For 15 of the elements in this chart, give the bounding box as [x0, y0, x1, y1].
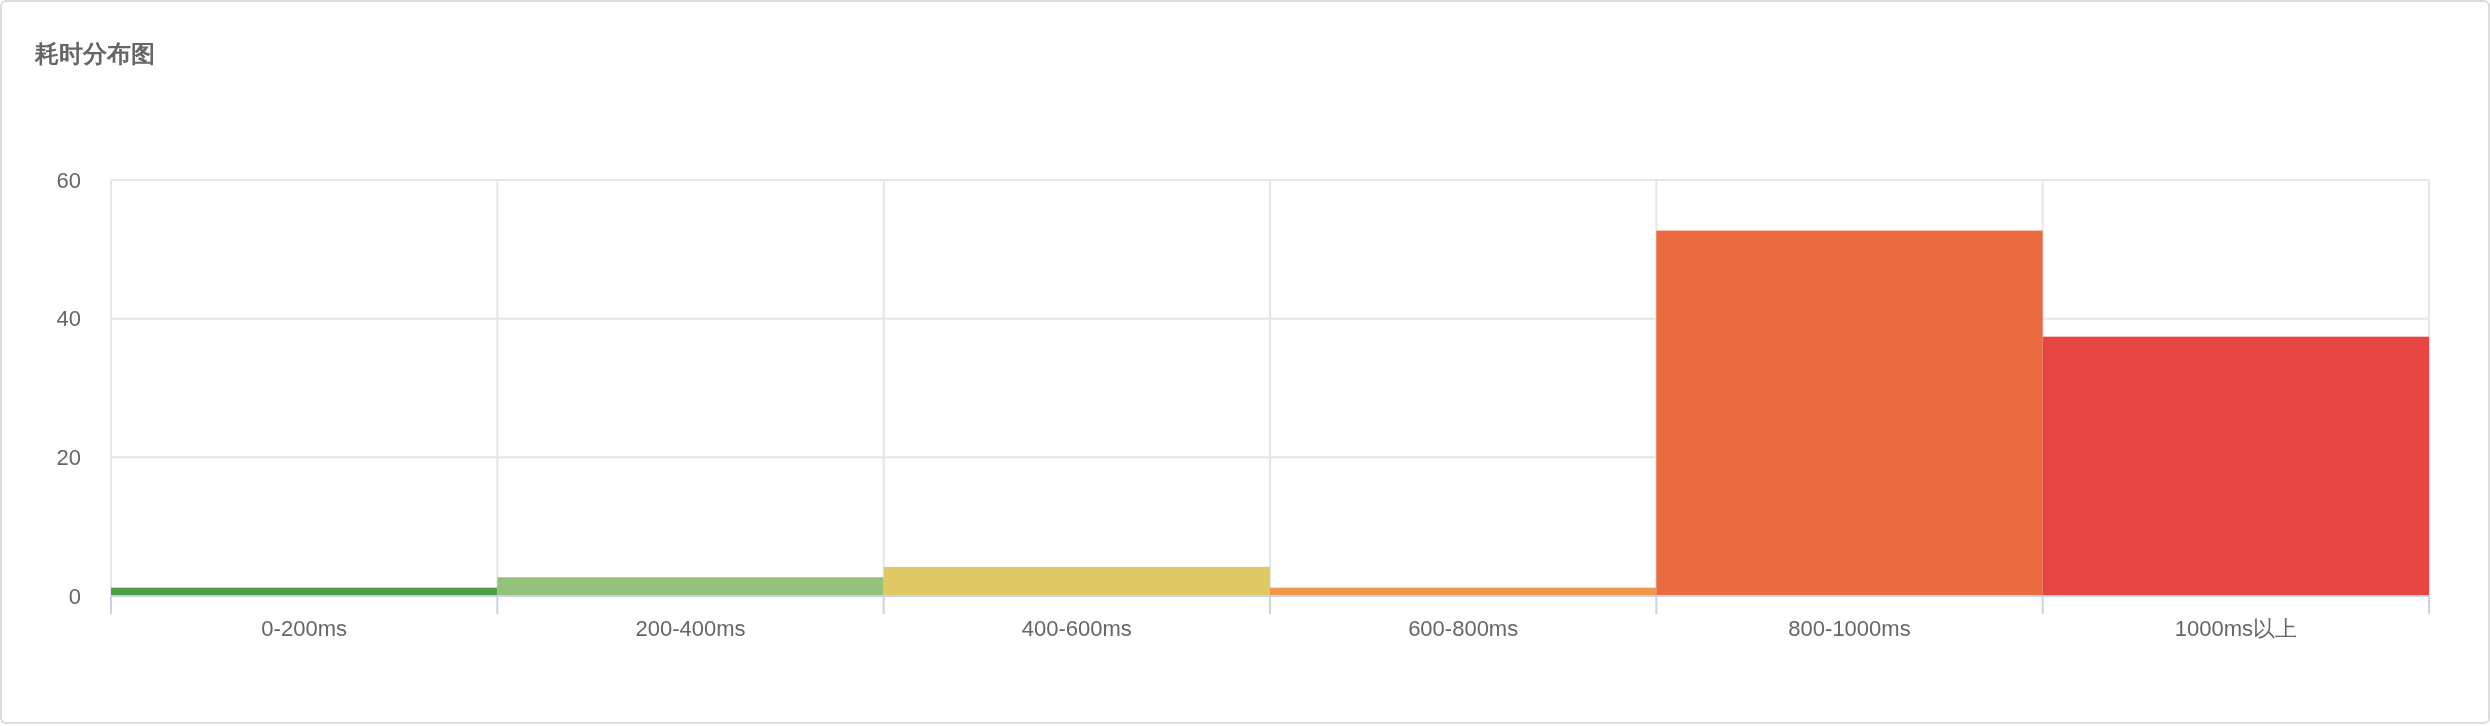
y-tick-label: 40	[56, 306, 81, 332]
bar	[497, 577, 884, 596]
x-tick-label: 400-600ms	[1021, 616, 1132, 641]
y-tick-label: 60	[56, 167, 81, 193]
bar	[2042, 336, 2429, 596]
x-tick-label: 600-800ms	[1408, 616, 1519, 641]
x-tick-label: 200-400ms	[635, 616, 746, 641]
x-tick-label: 1000ms以上	[2174, 616, 2297, 641]
x-tick-label: 0-200ms	[261, 616, 347, 641]
bar	[883, 566, 1270, 596]
bar	[1656, 230, 2043, 596]
y-tick-label: 0	[68, 583, 81, 609]
y-tick-label: 20	[56, 445, 81, 471]
x-tick-label: 800-1000ms	[1788, 616, 1911, 641]
chart-title: 耗时分布图	[34, 40, 155, 67]
